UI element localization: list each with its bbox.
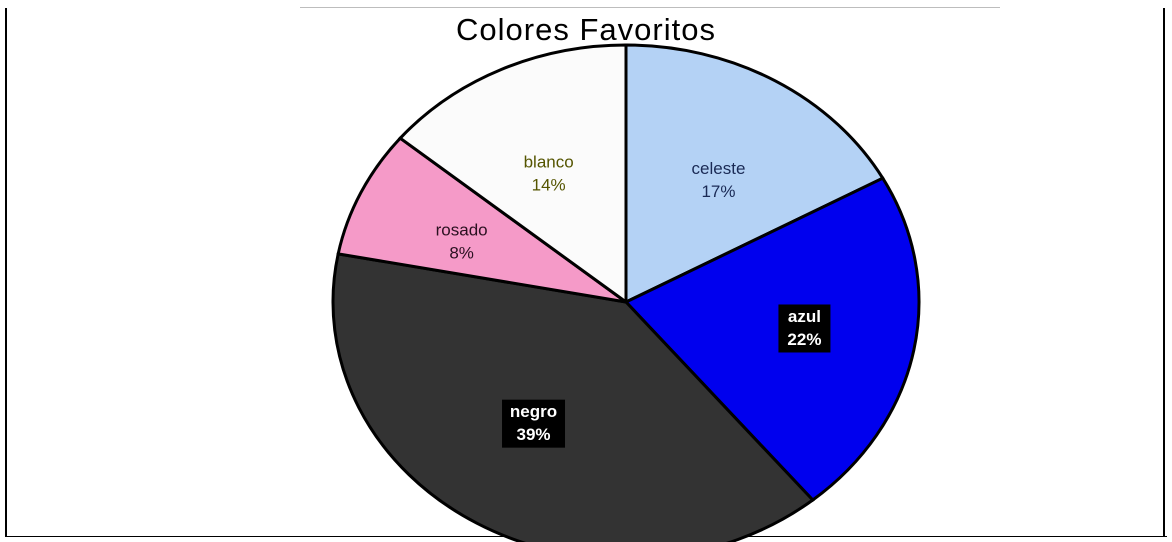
slice-percent-label: 22% xyxy=(787,330,821,349)
slice-percent-label: 39% xyxy=(517,425,551,444)
pie-slice-negro xyxy=(331,252,816,542)
slice-name-label: blanco xyxy=(524,153,574,172)
slice-name-label: rosado xyxy=(436,220,488,239)
pie-slice-rosado xyxy=(336,136,627,304)
slice-percent-label: 17% xyxy=(701,182,735,201)
pie-slices xyxy=(331,43,921,542)
slice-percent-label: 8% xyxy=(449,243,474,262)
pie-slice-blanco xyxy=(397,43,628,305)
frame-top-line xyxy=(300,7,1000,8)
chart-frame xyxy=(5,8,1165,536)
slice-label-bg-azul xyxy=(778,304,831,353)
slice-percent-label: 14% xyxy=(532,176,566,195)
slice-name-label: azul xyxy=(788,307,821,326)
slice-name-label: negro xyxy=(510,402,557,421)
slice-label-bg-negro xyxy=(502,399,566,448)
pie-slice-celeste xyxy=(624,43,885,305)
slice-name-label: celeste xyxy=(692,159,746,178)
pie-labels: celeste 17% azul 22% negro 39% rosado 8% blanco 1… xyxy=(436,153,831,448)
chart-title: Colores Favoritos xyxy=(456,12,716,47)
pie-slice-azul xyxy=(623,176,921,503)
